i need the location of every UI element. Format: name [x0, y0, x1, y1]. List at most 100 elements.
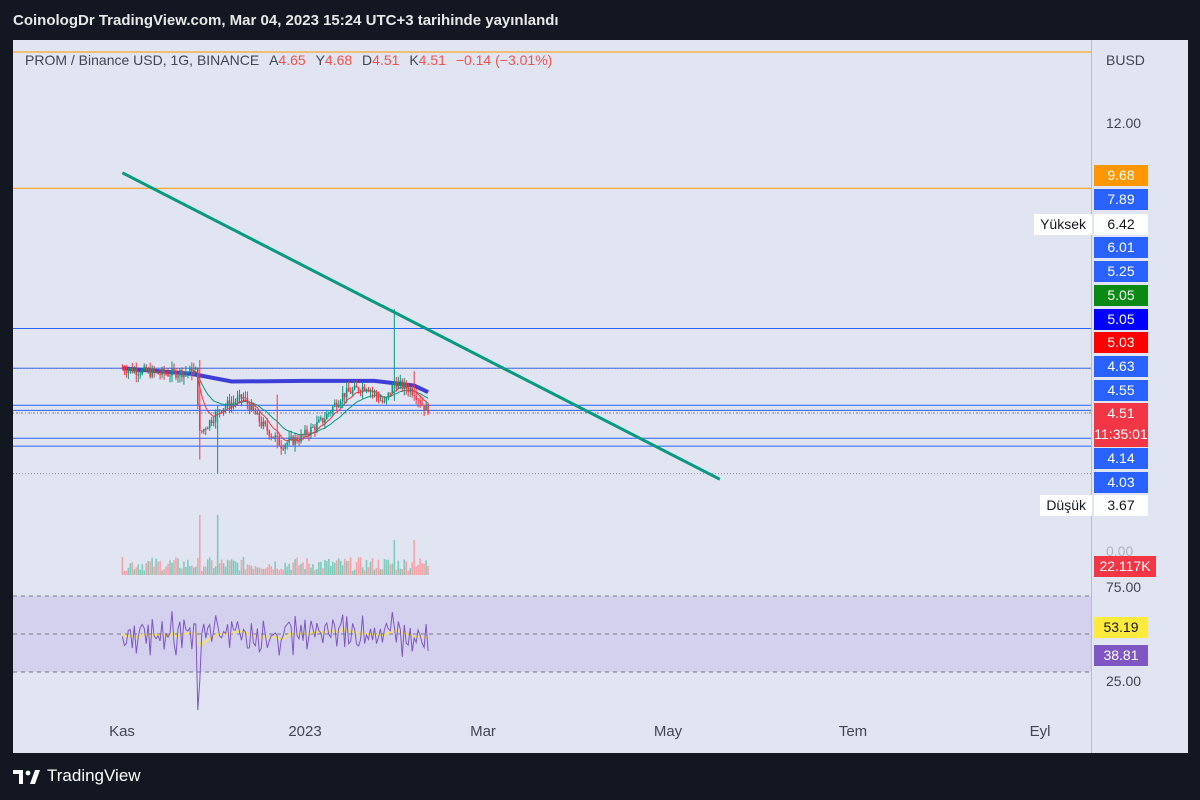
candle-body — [222, 408, 225, 412]
chart-svg[interactable] — [13, 40, 1091, 753]
candle-body — [268, 430, 271, 437]
chart-frame[interactable]: PROM / Binance USD, 1G, BINANCE A4.65 Y4… — [13, 40, 1188, 753]
volume-bar — [177, 558, 179, 575]
volume-bar — [147, 561, 149, 575]
volume-bar — [417, 564, 419, 575]
volume-bar — [230, 559, 233, 575]
volume-bar — [153, 566, 155, 575]
candle-body — [421, 403, 423, 405]
volume-bar — [208, 557, 211, 575]
volume-bar — [123, 570, 126, 575]
volume-bar — [252, 568, 255, 575]
volume-bar — [256, 567, 259, 575]
candle-body — [254, 410, 257, 415]
volume-bar — [268, 564, 271, 575]
volume-bar — [389, 564, 392, 575]
volume-bar — [302, 562, 304, 575]
volume-bar — [399, 568, 402, 575]
candle-body — [212, 421, 215, 424]
volume-bar — [357, 557, 360, 575]
candle-body — [151, 368, 153, 377]
price-tag-level-4: 5.25 — [1094, 261, 1148, 282]
volume-bar — [183, 561, 185, 575]
volume-bar — [137, 564, 140, 575]
volume-bar — [331, 561, 334, 575]
volume-bar — [423, 563, 425, 575]
candle-body — [324, 419, 326, 423]
candle-body — [288, 437, 290, 443]
candle-body — [163, 369, 165, 374]
candle-body — [234, 402, 237, 404]
price-tag-level-3: 6.01 — [1094, 237, 1148, 258]
volume-bar — [347, 561, 350, 575]
candle-body — [389, 392, 392, 394]
volume-bar — [159, 561, 161, 575]
volume-bar — [197, 558, 199, 575]
rsi-tick-75: 75.00 — [1106, 579, 1142, 595]
volume-bar — [415, 566, 417, 575]
candle-body — [202, 429, 205, 432]
volume-bar — [294, 559, 296, 575]
time-axis[interactable]: Kas 2023 Mar May Tem Eyl — [13, 720, 1091, 753]
candle-body — [191, 367, 193, 375]
candle-body — [302, 434, 304, 436]
tradingview-footer[interactable]: TradingView — [13, 764, 141, 788]
candle-body — [248, 403, 251, 411]
last-price-tag: 4.51 11:35:01 — [1094, 403, 1148, 447]
volume-bar — [131, 562, 134, 575]
candle-body — [298, 441, 300, 443]
candle-body — [262, 421, 265, 427]
candle-body — [312, 426, 314, 428]
volume-bar — [335, 560, 338, 575]
candle-body — [200, 430, 203, 432]
volume-bar — [395, 569, 398, 575]
volume-bar — [181, 568, 183, 575]
plot-area[interactable]: PROM / Binance USD, 1G, BINANCE A4.65 Y4… — [13, 40, 1092, 753]
symbol-label[interactable]: PROM / Binance USD, 1G, BINANCE — [25, 52, 260, 68]
candle-body — [149, 369, 151, 377]
volume-bar — [254, 565, 257, 575]
candle-body — [230, 402, 233, 408]
volume-bar — [266, 567, 269, 575]
candle-body — [333, 402, 336, 407]
candle-body — [153, 368, 155, 372]
currency-label: BUSD — [1106, 52, 1145, 68]
candle-body — [121, 368, 124, 370]
time-label-mar: Mar — [470, 723, 496, 740]
price-axis[interactable]: BUSD 12.00 9.68 7.89 6.42 Yüksek 6.01 5.… — [1034, 40, 1188, 753]
low-stat-label: Düşük — [1040, 495, 1092, 516]
volume-bar — [405, 561, 408, 575]
candle-body — [123, 368, 126, 372]
volume-bar — [169, 560, 171, 575]
candle-body — [204, 429, 207, 431]
candle-body — [165, 373, 167, 375]
candle-body — [125, 371, 128, 374]
volume-bar — [296, 557, 298, 575]
candle-body — [359, 391, 362, 393]
volume-bar — [189, 566, 191, 575]
volume-bar — [280, 568, 282, 575]
low-key: D — [362, 52, 373, 68]
volume-tag: 22.117K — [1094, 556, 1156, 577]
candle-body — [226, 400, 229, 407]
candle-body — [326, 413, 328, 420]
volume-bar — [363, 570, 366, 575]
time-label-eyl: Eyl — [1029, 723, 1051, 740]
volume-bar — [361, 567, 364, 575]
volume-bar — [345, 560, 348, 575]
volume-bar — [397, 560, 400, 575]
volume-bar — [155, 558, 157, 575]
volume-bar — [200, 570, 203, 575]
candle-body — [127, 370, 130, 374]
open-value: 4.65 — [278, 52, 306, 68]
volume-bar — [165, 566, 167, 575]
volume-bar — [339, 560, 342, 575]
volume-bar — [161, 570, 163, 575]
volume-bar — [173, 560, 175, 575]
volume-bar — [421, 563, 423, 575]
volume-bar — [228, 560, 231, 575]
volume-bar — [276, 568, 279, 575]
candle-body — [264, 421, 267, 425]
volume-bar — [270, 566, 273, 575]
volume-bar — [308, 563, 310, 575]
